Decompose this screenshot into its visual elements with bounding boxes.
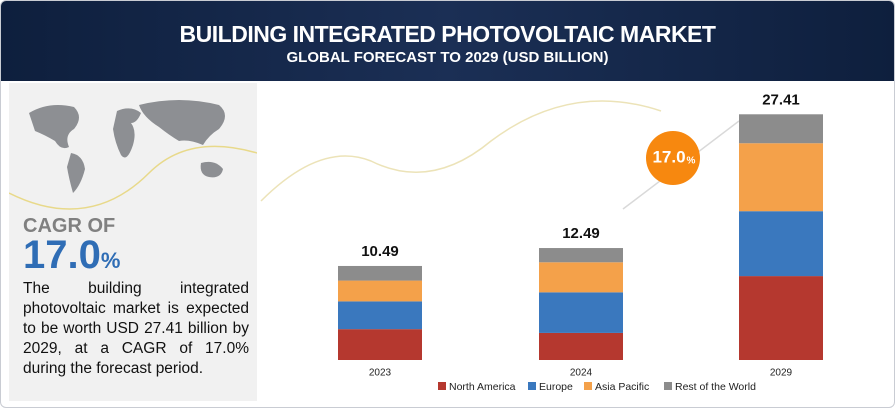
total-label: 12.49 — [562, 225, 600, 242]
legend-swatch — [438, 382, 446, 390]
bar-segment — [338, 265, 422, 281]
bar-segment — [739, 143, 823, 212]
x-tick-label: 2029 — [770, 368, 793, 379]
title: BUILDING INTEGRATED PHOTOVOLTAIC MARKET — [179, 21, 716, 47]
total-label: 10.49 — [361, 243, 399, 260]
legend-swatch — [528, 382, 536, 390]
bubble-unit: % — [687, 156, 696, 167]
bar-segment — [539, 248, 623, 263]
total-label: 27.41 — [762, 91, 800, 108]
bar-segment — [539, 292, 623, 333]
cagr-number: 17.0 — [23, 233, 101, 277]
cagr-unit: % — [100, 248, 121, 273]
bar-segment — [539, 262, 623, 293]
bar-segment — [338, 329, 422, 360]
header: BUILDING INTEGRATED PHOTOVOLTAIC MARKET … — [1, 1, 894, 81]
legend-label: Rest of the World — [675, 381, 756, 393]
legend-label: Asia Pacific — [595, 381, 649, 393]
left-panel: CAGR OF 17.0% The building integrated ph… — [9, 83, 257, 401]
world-map — [9, 100, 257, 210]
bar-segment — [539, 332, 623, 360]
legend-label: Europe — [539, 381, 573, 393]
description: The building integrated photovoltaic mar… — [23, 280, 249, 377]
x-tick-label: 2024 — [570, 368, 593, 379]
bar-segment — [739, 114, 823, 144]
cagr-bubble — [646, 131, 700, 185]
subtitle: GLOBAL FORECAST TO 2029 (USD BILLION) — [286, 49, 609, 66]
cagr-label: CAGR OF — [23, 215, 116, 237]
bar-segment — [739, 211, 823, 277]
x-tick-label: 2023 — [369, 368, 392, 379]
bubble-number: 17.0 — [652, 147, 685, 166]
legend-swatch — [584, 382, 592, 390]
bar-segment — [338, 301, 422, 330]
legend-label: North America — [449, 381, 516, 393]
cagr-value: 17.0% — [23, 233, 120, 278]
bar-segment — [338, 280, 422, 302]
legend-swatch — [664, 382, 672, 390]
bar-segment — [739, 276, 823, 360]
decor-curve — [260, 100, 662, 202]
